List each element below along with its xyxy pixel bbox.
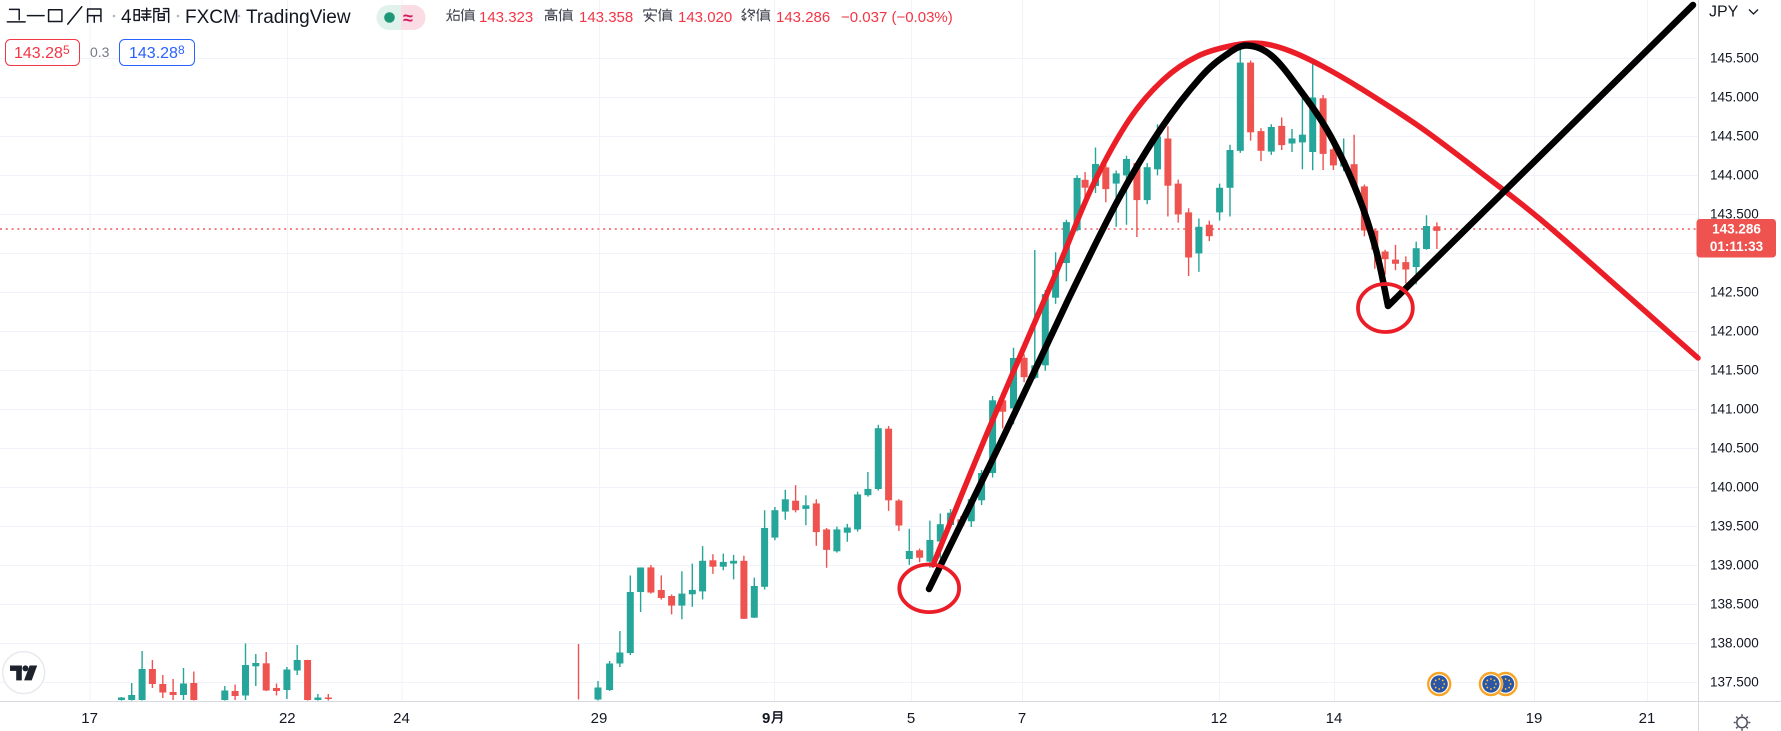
svg-text:144.500: 144.500 xyxy=(1710,129,1759,144)
svg-text:140.500: 140.500 xyxy=(1710,441,1759,456)
svg-text:0.3: 0.3 xyxy=(90,44,110,60)
svg-text:JPY: JPY xyxy=(1709,4,1739,21)
svg-text:7: 7 xyxy=(1018,710,1026,727)
svg-text:139.500: 139.500 xyxy=(1710,519,1759,534)
svg-text:143.323: 143.323 xyxy=(479,9,533,26)
svg-text:17: 17 xyxy=(81,710,98,727)
svg-text:143.288: 143.288 xyxy=(129,43,185,62)
svg-text:9: 9 xyxy=(762,710,770,727)
svg-text:−0.037 (−0.03%): −0.037 (−0.03%) xyxy=(841,9,953,26)
svg-text:29: 29 xyxy=(591,710,608,727)
svg-text:14: 14 xyxy=(1326,710,1343,727)
svg-text:141.000: 141.000 xyxy=(1710,402,1759,417)
svg-text:21: 21 xyxy=(1639,710,1656,727)
svg-text:144.000: 144.000 xyxy=(1710,168,1759,183)
svg-text:145.000: 145.000 xyxy=(1710,90,1759,105)
svg-text:142.500: 142.500 xyxy=(1710,285,1759,300)
svg-text:143.286: 143.286 xyxy=(776,9,830,26)
svg-text:143.285: 143.285 xyxy=(14,43,70,62)
svg-text:01:11:33: 01:11:33 xyxy=(1710,239,1764,254)
svg-text:12: 12 xyxy=(1211,710,1228,727)
svg-text:142.000: 142.000 xyxy=(1710,324,1759,339)
svg-text:24: 24 xyxy=(393,710,410,727)
svg-text:143.500: 143.500 xyxy=(1710,207,1759,222)
svg-text:139.000: 139.000 xyxy=(1710,558,1759,573)
svg-text:138.500: 138.500 xyxy=(1710,597,1759,612)
svg-text:22: 22 xyxy=(279,710,296,727)
svg-text:141.500: 141.500 xyxy=(1710,363,1759,378)
svg-text:143.286: 143.286 xyxy=(1712,222,1761,237)
svg-text:138.000: 138.000 xyxy=(1710,636,1759,651)
svg-text:143.358: 143.358 xyxy=(579,9,633,26)
svg-text:145.500: 145.500 xyxy=(1710,51,1759,66)
svg-text:TradingView: TradingView xyxy=(246,7,351,28)
svg-text:19: 19 xyxy=(1526,710,1543,727)
svg-text:≈: ≈ xyxy=(403,8,413,28)
svg-text:140.000: 140.000 xyxy=(1710,480,1759,495)
svg-text:137.500: 137.500 xyxy=(1710,675,1759,690)
svg-text:FXCM: FXCM xyxy=(185,7,239,28)
svg-text:143.020: 143.020 xyxy=(678,9,732,26)
svg-text:5: 5 xyxy=(907,710,915,727)
svg-text:4: 4 xyxy=(121,7,132,28)
